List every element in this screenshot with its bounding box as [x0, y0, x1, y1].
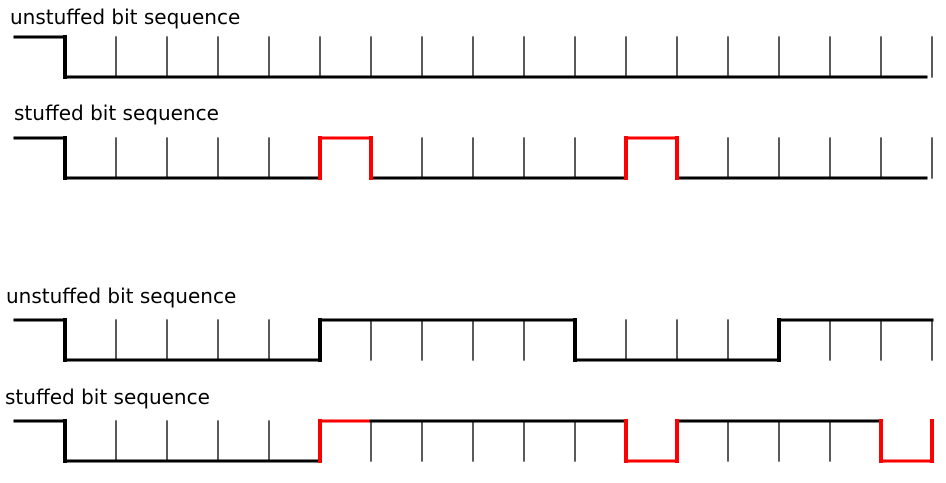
label-unstuffed-1: unstuffed bit sequence — [10, 5, 241, 29]
label-stuffed-1: stuffed bit sequence — [14, 101, 219, 125]
label-unstuffed-2: unstuffed bit sequence — [6, 284, 237, 308]
label-stuffed-2: stuffed bit sequence — [5, 385, 210, 409]
waveform-layer — [13, 35, 934, 463]
